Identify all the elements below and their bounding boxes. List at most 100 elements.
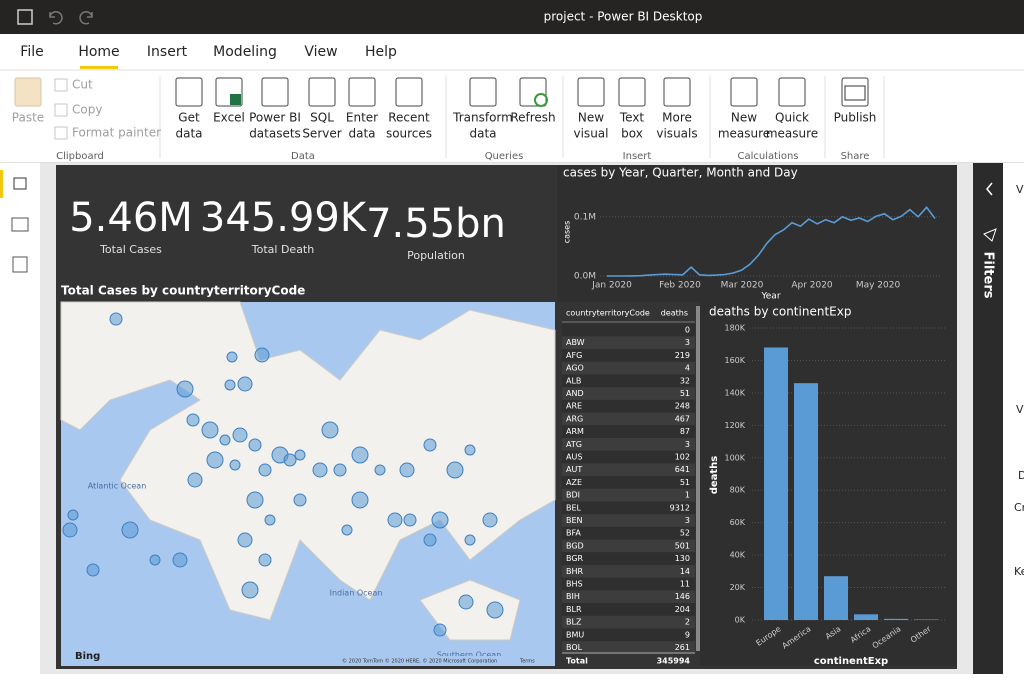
map-bubble[interactable] bbox=[447, 462, 463, 478]
map-bubble[interactable] bbox=[322, 422, 338, 438]
map-bubble[interactable] bbox=[207, 452, 223, 468]
map-bubble[interactable] bbox=[242, 582, 258, 598]
map-bubble[interactable] bbox=[230, 460, 240, 470]
ribbon-tab[interactable]: File bbox=[20, 44, 43, 60]
ribbon-button-label[interactable]: data bbox=[175, 127, 202, 141]
map-bubble[interactable] bbox=[334, 464, 346, 476]
map-bubble[interactable] bbox=[375, 465, 385, 475]
ribbon-button-label[interactable]: measure bbox=[718, 127, 770, 141]
ribbon-button-label[interactable]: sources bbox=[386, 127, 432, 141]
map-bubble[interactable] bbox=[68, 510, 78, 520]
ribbon-tab[interactable]: Help bbox=[365, 44, 397, 60]
map-bubble[interactable] bbox=[188, 473, 202, 487]
map-bubble[interactable] bbox=[265, 515, 275, 525]
axis-title: cases bbox=[563, 221, 572, 244]
map-bubble[interactable] bbox=[424, 439, 436, 451]
ribbon-button-label[interactable]: Text bbox=[619, 111, 645, 125]
ribbon-button-label[interactable]: Refresh bbox=[510, 111, 555, 125]
y-tick-label: 140K bbox=[724, 388, 745, 397]
map-bubble[interactable] bbox=[459, 595, 473, 609]
ribbon-button-label[interactable]: Quick bbox=[775, 111, 809, 125]
map-bubble[interactable] bbox=[63, 523, 77, 537]
map-bubble[interactable] bbox=[255, 348, 269, 362]
map-bubble[interactable] bbox=[233, 428, 247, 442]
table-cell: BFA bbox=[566, 529, 581, 538]
ribbon-button-label[interactable]: Publish bbox=[834, 111, 877, 125]
map-bubble[interactable] bbox=[150, 555, 160, 565]
ribbon-tab[interactable]: View bbox=[304, 44, 337, 60]
map-bubble[interactable] bbox=[259, 464, 271, 476]
map-bubble[interactable] bbox=[122, 522, 138, 538]
ribbon-button-label[interactable]: SQL bbox=[310, 111, 334, 125]
ribbon-button-label[interactable]: Recent bbox=[388, 111, 430, 125]
table-cell: AGO bbox=[566, 364, 584, 373]
ribbon-tab[interactable]: Home bbox=[78, 44, 119, 60]
map-bubble[interactable] bbox=[342, 525, 352, 535]
bar[interactable] bbox=[884, 619, 908, 620]
map-bubble[interactable] bbox=[220, 435, 230, 445]
map-bubble[interactable] bbox=[284, 454, 296, 466]
map-bubble[interactable] bbox=[432, 512, 448, 528]
map-bubble[interactable] bbox=[249, 439, 261, 451]
map-bubble[interactable] bbox=[110, 313, 122, 325]
map-bubble[interactable] bbox=[404, 514, 416, 526]
bar[interactable] bbox=[794, 383, 818, 620]
map-bubble[interactable] bbox=[388, 513, 402, 527]
ribbon-button-label[interactable]: Enter bbox=[346, 111, 378, 125]
map-bubble[interactable] bbox=[465, 535, 475, 545]
map-bubble[interactable] bbox=[238, 377, 252, 391]
ribbon-button-label[interactable]: New bbox=[731, 111, 757, 125]
map-bubble[interactable] bbox=[173, 553, 187, 567]
ribbon-tab[interactable]: Insert bbox=[147, 44, 188, 60]
map-bubble[interactable] bbox=[227, 352, 237, 362]
ribbon-button-label[interactable]: New bbox=[578, 111, 604, 125]
ribbon-button-label[interactable]: Get bbox=[178, 111, 200, 125]
ribbon-button-label[interactable]: measure bbox=[766, 127, 818, 141]
map-bubble[interactable] bbox=[202, 422, 218, 438]
ribbon-button-label[interactable]: box bbox=[621, 127, 643, 141]
pane-title[interactable]: Filters bbox=[981, 252, 996, 299]
ribbon-button-label[interactable]: Copy bbox=[72, 103, 102, 117]
bar[interactable] bbox=[824, 576, 848, 620]
ribbon-button-label[interactable]: Server bbox=[302, 127, 341, 141]
map-bubble[interactable] bbox=[483, 513, 497, 527]
ribbon-tab[interactable]: Modeling bbox=[213, 44, 277, 60]
map-bubble[interactable] bbox=[247, 492, 263, 508]
map-bubble[interactable] bbox=[400, 463, 414, 477]
map-bubble[interactable] bbox=[225, 380, 235, 390]
ribbon-button-label[interactable]: Paste bbox=[12, 111, 44, 125]
ribbon-button-label[interactable]: data bbox=[348, 127, 375, 141]
map-bubble[interactable] bbox=[487, 602, 503, 618]
scrollbar[interactable] bbox=[696, 306, 700, 651]
ribbon-button-label[interactable]: More bbox=[662, 111, 692, 125]
map-bubble[interactable] bbox=[352, 447, 368, 463]
ribbon-button-label[interactable]: visual bbox=[574, 127, 609, 141]
table-cell: 467 bbox=[675, 414, 690, 423]
map-bubble[interactable] bbox=[434, 624, 446, 636]
map-bubble[interactable] bbox=[465, 445, 475, 455]
ribbon-button-label[interactable]: data bbox=[469, 127, 496, 141]
ribbon-button-label[interactable]: Excel bbox=[213, 111, 245, 125]
ribbon-button-label[interactable]: Transform bbox=[452, 111, 513, 125]
map-terms[interactable]: Terms bbox=[519, 659, 535, 665]
button-icon bbox=[396, 78, 422, 106]
ribbon-button-label[interactable]: Cut bbox=[72, 78, 93, 92]
map-bubble[interactable] bbox=[294, 494, 306, 506]
ribbon-button-label[interactable]: datasets bbox=[249, 127, 301, 141]
map-bubble[interactable] bbox=[259, 554, 271, 566]
map-bubble[interactable] bbox=[87, 564, 99, 576]
map-bubble[interactable] bbox=[424, 534, 436, 546]
bar[interactable] bbox=[764, 347, 788, 620]
ribbon-button-label[interactable]: Format painter bbox=[72, 126, 161, 140]
ribbon-button-label[interactable]: Power BI bbox=[249, 111, 301, 125]
map-bubble[interactable] bbox=[295, 450, 305, 460]
map-bubble[interactable] bbox=[177, 381, 193, 397]
bar[interactable] bbox=[854, 614, 878, 620]
map-bubble[interactable] bbox=[313, 463, 327, 477]
y-tick-label: 100K bbox=[724, 453, 745, 462]
map-bubble[interactable] bbox=[187, 414, 199, 426]
map-bubble[interactable] bbox=[352, 492, 368, 508]
ribbon-button-label[interactable]: visuals bbox=[656, 127, 697, 141]
map-bubble[interactable] bbox=[238, 533, 252, 547]
